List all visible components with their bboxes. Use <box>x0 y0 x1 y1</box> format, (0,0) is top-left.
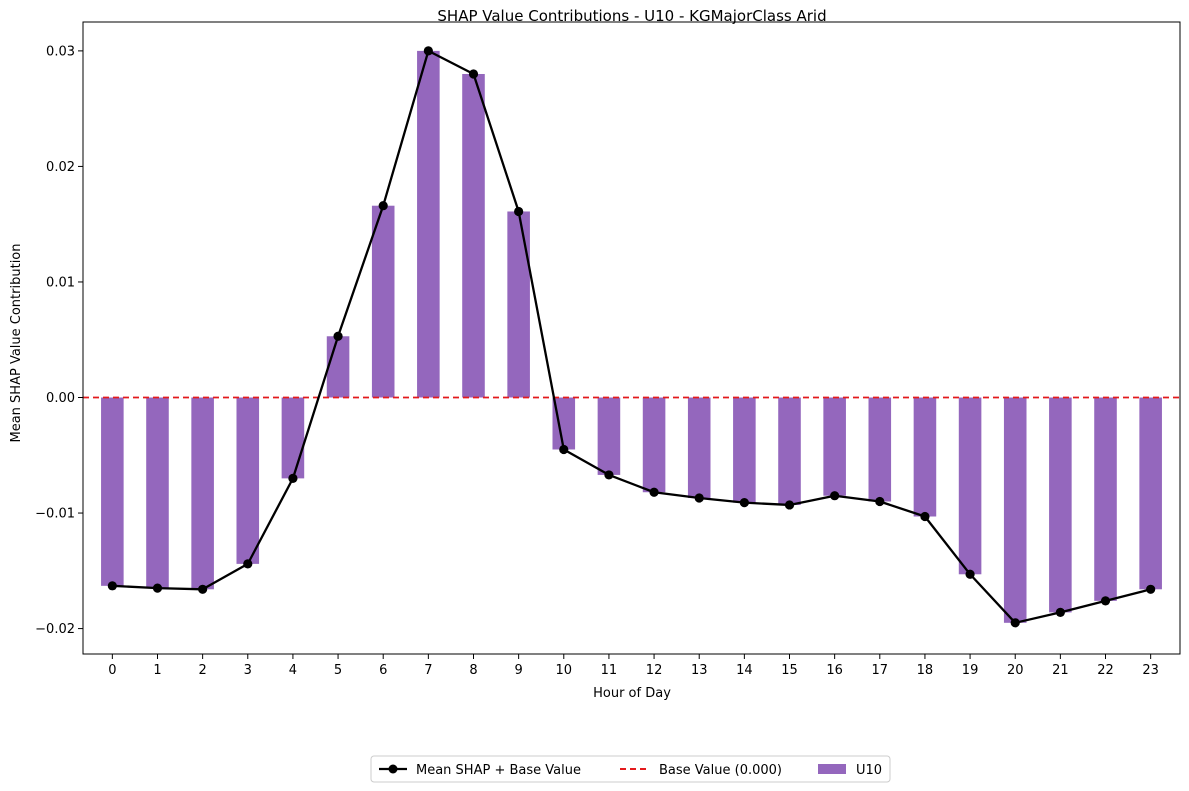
legend-entry-line: Mean SHAP + Base Value <box>379 763 581 778</box>
line-point-hour-11 <box>604 470 614 480</box>
x-tick-label: 23 <box>1142 663 1159 678</box>
line-point-hour-7 <box>423 46 433 56</box>
x-tick-label: 4 <box>289 663 297 678</box>
bar-hour-1 <box>146 397 169 589</box>
line-point-hour-10 <box>559 444 569 455</box>
x-tick-label: 13 <box>691 663 708 678</box>
legend-label-base: Base Value (0.000) <box>659 763 782 778</box>
legend-line-marker <box>388 764 398 774</box>
x-tick-label: 21 <box>1052 663 1069 678</box>
plot-frame <box>82 21 1181 655</box>
legend: Mean SHAP + Base Value Base Value (0.000… <box>370 755 891 783</box>
bar-hour-7 <box>417 50 440 398</box>
bar-hour-11 <box>597 397 621 475</box>
line-point-hour-6 <box>378 201 388 211</box>
x-tick-label: 7 <box>424 663 432 678</box>
bar-hour-13 <box>687 397 711 499</box>
x-tick-label: 20 <box>1007 663 1024 678</box>
bar-hour-10 <box>552 397 576 450</box>
legend-entry-base: Base Value (0.000) <box>620 763 782 778</box>
bar-hour-21 <box>1049 397 1072 613</box>
legend-label-bar: U10 <box>856 763 882 778</box>
line-point-hour-13 <box>694 493 704 503</box>
bar-hour-15 <box>778 397 801 505</box>
y-tick-label: 0.02 <box>46 160 75 175</box>
y-tick-label: 0.03 <box>46 44 75 59</box>
legend-label-line: Mean SHAP + Base Value <box>416 763 581 778</box>
x-tick-label: 18 <box>917 663 934 678</box>
bar-hour-22 <box>1094 397 1117 601</box>
line-point-hour-18 <box>920 511 930 522</box>
line-point-hour-19 <box>965 569 975 579</box>
line-point-hour-15 <box>784 500 795 510</box>
line-point-hour-12 <box>649 487 659 497</box>
line-point-hour-21 <box>1055 607 1065 618</box>
line-point-hour-1 <box>152 583 163 593</box>
line-point-hour-16 <box>830 491 840 501</box>
x-tick-label: 12 <box>646 663 663 678</box>
x-tick-label: 6 <box>379 663 387 678</box>
x-tick-label: 14 <box>736 663 753 678</box>
bar-hour-8 <box>462 73 485 398</box>
y-tick-label: −0.01 <box>35 507 75 522</box>
legend-bar-swatch <box>818 764 846 774</box>
x-tick-label: 0 <box>108 663 116 678</box>
bar-hour-23 <box>1139 397 1162 590</box>
y-axis-label: Mean SHAP Value Contribution <box>9 244 24 443</box>
line-point-hour-20 <box>1010 618 1020 628</box>
line-point-hour-14 <box>739 498 749 508</box>
line-point-hour-3 <box>243 559 253 569</box>
bar-hour-16 <box>823 397 846 496</box>
x-tick-label: 22 <box>1097 663 1114 678</box>
x-tick-label: 11 <box>601 663 618 678</box>
line-point-hour-22 <box>1100 596 1111 606</box>
y-tick-label: −0.02 <box>35 622 75 637</box>
line-point-hour-8 <box>468 69 479 79</box>
bar-hour-2 <box>191 397 214 590</box>
x-tick-label: 3 <box>244 663 252 678</box>
bar-hour-20 <box>1003 397 1027 623</box>
y-tick-label: 0.01 <box>46 275 75 290</box>
x-tick-label: 1 <box>153 663 161 678</box>
bar-hour-6 <box>371 205 395 398</box>
bar-hour-18 <box>913 397 937 517</box>
bar-hour-0 <box>101 397 124 586</box>
x-tick-label: 19 <box>962 663 979 678</box>
x-tick-label: 9 <box>514 663 522 678</box>
line-point-hour-9 <box>514 206 524 217</box>
line-point-hour-23 <box>1146 584 1156 594</box>
line-point-hour-4 <box>288 473 298 483</box>
line-point-hour-5 <box>333 331 343 341</box>
mean-shap-line <box>112 49 1151 624</box>
line-point-hour-0 <box>107 581 117 591</box>
bars-layer <box>101 50 1162 623</box>
x-tick-label: 5 <box>334 663 342 678</box>
bar-hour-5 <box>326 336 350 398</box>
x-axis: 0 1 2 3 4 5 6 7 8 9 10 11 12 13 14 15 16 17 18 19 20 21 22 23 <box>108 654 1159 678</box>
bar-hour-19 <box>958 397 982 575</box>
x-tick-label: 2 <box>198 663 206 678</box>
chart-title: SHAP Value Contributions - U10 - KGMajor… <box>437 7 826 25</box>
y-axis: −0.02 −0.01 0.00 0.01 0.02 0.03 <box>35 44 83 637</box>
bar-hour-9 <box>507 211 530 398</box>
line-layer <box>107 46 1156 628</box>
x-tick-label: 10 <box>556 663 573 678</box>
x-tick-label: 8 <box>469 663 477 678</box>
x-tick-label: 16 <box>826 663 843 678</box>
x-tick-label: 15 <box>781 663 798 678</box>
bar-hour-17 <box>868 397 892 502</box>
bar-hour-3 <box>236 397 260 564</box>
x-tick-label: 17 <box>872 663 889 678</box>
x-axis-label: Hour of Day <box>593 686 671 701</box>
legend-entry-bar: U10 <box>818 763 882 778</box>
line-point-hour-2 <box>198 584 208 594</box>
bar-hour-12 <box>642 397 666 493</box>
bar-hour-4 <box>281 397 305 479</box>
y-tick-label: 0.00 <box>46 391 75 406</box>
line-point-hour-17 <box>875 496 885 507</box>
bar-hour-14 <box>733 397 756 503</box>
